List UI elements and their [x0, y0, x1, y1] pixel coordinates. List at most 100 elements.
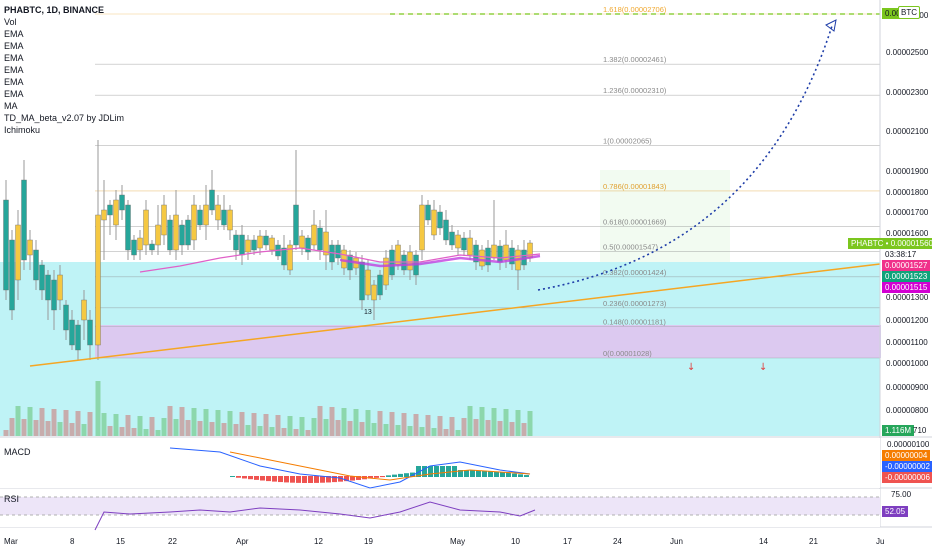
- candle-body: [419, 204, 425, 251]
- candle-body: [227, 209, 233, 231]
- volume-bar: [287, 416, 293, 436]
- candle-body: [467, 237, 473, 256]
- macd-hist-bar: [416, 466, 421, 477]
- volume-bar: [455, 430, 461, 436]
- volume-bar: [69, 423, 75, 436]
- candle-body: [69, 319, 75, 346]
- macd-hist-bar: [326, 476, 331, 483]
- volume-bar: [449, 417, 455, 436]
- volume-bar: [275, 415, 281, 436]
- fib-label: 1.618(0.00002706): [603, 5, 667, 14]
- symbol-title[interactable]: PHABTC, 1D, BINANCE: [4, 5, 105, 15]
- macd-hist-bar: [356, 476, 361, 480]
- time-tick-label: 8: [70, 537, 75, 546]
- volume-bar: [9, 418, 15, 436]
- price-tick-label: 0.00001000: [886, 359, 929, 368]
- volume-bar: [51, 409, 57, 436]
- volume-bar: [341, 408, 347, 436]
- volume-bar: [443, 429, 449, 436]
- volume-bar: [137, 416, 143, 436]
- volume-bar: [63, 410, 69, 436]
- time-tick-label: 19: [364, 537, 373, 546]
- volume-bar: [143, 429, 149, 436]
- volume-bar: [281, 428, 287, 436]
- macd-hist-bar: [446, 466, 451, 477]
- projection-arrowhead: [825, 19, 837, 32]
- indicator-td-ma[interactable]: TD_MA_beta_v2.07 by JDLim: [4, 113, 125, 123]
- candle-body: [233, 234, 239, 251]
- volume-bar: [353, 409, 359, 436]
- indicator-ichimoku[interactable]: Ichimoku: [4, 125, 41, 135]
- volume-bar: [377, 411, 383, 436]
- time-tick-label: May: [450, 537, 465, 546]
- macd-hist-bar: [350, 476, 355, 481]
- indicator-ema-2[interactable]: EMA: [4, 41, 24, 51]
- candle-body: [143, 209, 149, 246]
- macd-hist-bar: [344, 476, 349, 482]
- target-zone: [95, 325, 881, 358]
- indicator-ema-6[interactable]: EMA: [4, 89, 24, 99]
- macd-hist-bar: [380, 476, 385, 478]
- candle-body: [251, 239, 257, 251]
- price-tick-label: 0.00000800: [886, 406, 929, 415]
- volume-bar: [197, 421, 203, 436]
- volume-bar: [39, 408, 45, 436]
- candle-body: [293, 204, 299, 246]
- fib-label: 0.236(0.00001273): [603, 299, 667, 308]
- indicator-ma[interactable]: MA: [4, 101, 18, 111]
- macd-hist-bar: [488, 471, 493, 477]
- volume-bar: [75, 411, 81, 436]
- macd-hist-bar: [266, 476, 271, 482]
- price-tick-label: 0.00002300: [886, 88, 929, 97]
- volume-bar: [491, 408, 497, 436]
- volume-bar: [101, 413, 107, 436]
- price-tick-label: 0.00000900: [886, 383, 929, 392]
- candle-body: [359, 261, 365, 301]
- fib-label: 1(0.00002065): [603, 136, 652, 145]
- volume-bar: [419, 427, 425, 436]
- indicator-ema-3[interactable]: EMA: [4, 53, 24, 63]
- volume-bar: [401, 413, 407, 436]
- macd-label[interactable]: MACD: [4, 447, 31, 457]
- macd-hist-bar: [518, 474, 523, 477]
- price-tick-label: 0.00002500: [886, 48, 929, 57]
- volume-bar: [251, 413, 257, 436]
- candle-body: [311, 224, 317, 246]
- candle-body: [269, 237, 275, 251]
- candle-body: [203, 204, 209, 226]
- macd-hist-bar: [308, 476, 313, 483]
- volume-bar: [431, 428, 437, 436]
- indicator-ema-5[interactable]: EMA: [4, 77, 24, 87]
- candle-body: [27, 239, 33, 256]
- volume-bar: [191, 408, 197, 436]
- volume-bar: [365, 410, 371, 436]
- projection-arrow: [537, 25, 833, 291]
- td-count-13: 13: [364, 309, 372, 316]
- candle-body: [197, 209, 203, 226]
- macd-hist-bar: [524, 475, 529, 477]
- volume-bar: [27, 407, 33, 436]
- indicator-vol[interactable]: Vol: [4, 17, 17, 27]
- volume-bar: [155, 430, 161, 436]
- macd-hist-bar: [494, 471, 499, 477]
- rsi-label[interactable]: RSI: [4, 494, 20, 504]
- candle-body: [75, 324, 81, 351]
- volume-bar: [233, 424, 239, 436]
- macd-hist-bar: [284, 476, 289, 483]
- macd-hist-bar: [248, 476, 253, 480]
- indicator-ema-4[interactable]: EMA: [4, 65, 24, 75]
- legend: PHABTC, 1D, BINANCE Vol EMA EMA EMA EMA …: [4, 4, 124, 136]
- volume-bar: [335, 420, 341, 436]
- trend-line: [29, 263, 881, 367]
- macd-hist-bar: [404, 473, 409, 477]
- macd-hist-bar: [440, 466, 445, 477]
- macd-hist-bar: [290, 476, 295, 483]
- macd-hist-bar: [254, 476, 259, 480]
- volume-bar: [167, 406, 173, 436]
- indicator-ema-1[interactable]: EMA: [4, 29, 24, 39]
- macd-hist-bar: [398, 473, 403, 477]
- candle-body: [161, 204, 167, 236]
- volume-bar: [125, 415, 131, 436]
- volume-bar: [479, 407, 485, 436]
